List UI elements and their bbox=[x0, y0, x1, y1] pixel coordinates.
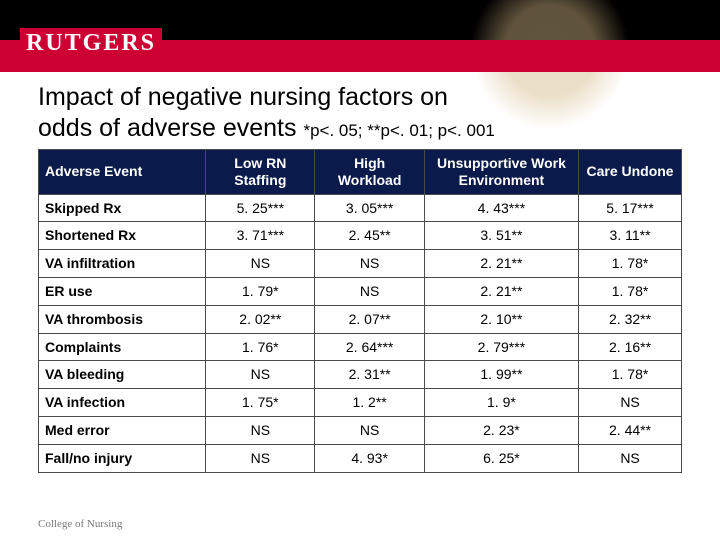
table-row: Complaints1. 76*2. 64***2. 79***2. 16** bbox=[39, 333, 682, 361]
table-cell: 2. 64*** bbox=[315, 333, 424, 361]
table-cell: NS bbox=[315, 416, 424, 444]
rutgers-logo: RUTGERS bbox=[20, 28, 162, 57]
col-header: Low RN Staffing bbox=[206, 150, 315, 195]
table-row: VA bleedingNS2. 31**1. 99**1. 78* bbox=[39, 361, 682, 389]
table-cell: 1. 79* bbox=[206, 277, 315, 305]
table-body: Skipped Rx5. 25***3. 05***4. 43***5. 17*… bbox=[39, 194, 682, 472]
table-cell: NS bbox=[206, 250, 315, 278]
table-cell: 2. 21** bbox=[424, 277, 578, 305]
slide-content: Impact of negative nursing factors on od… bbox=[0, 76, 720, 473]
table-cell: 2. 44** bbox=[579, 416, 682, 444]
col-header: Unsupportive Work Environment bbox=[424, 150, 578, 195]
table-row: VA infection1. 75*1. 2**1. 9*NS bbox=[39, 389, 682, 417]
col-header: Adverse Event bbox=[39, 150, 206, 195]
table-cell: 4. 93* bbox=[315, 444, 424, 472]
footer-text: College of Nursing bbox=[38, 518, 122, 530]
table-cell: Skipped Rx bbox=[39, 194, 206, 222]
table-cell: 3. 71*** bbox=[206, 222, 315, 250]
table-cell: NS bbox=[315, 277, 424, 305]
table-cell: VA thrombosis bbox=[39, 305, 206, 333]
col-header: Care Undone bbox=[579, 150, 682, 195]
table-cell: 1. 9* bbox=[424, 389, 578, 417]
table-cell: VA infiltration bbox=[39, 250, 206, 278]
table-cell: 3. 51** bbox=[424, 222, 578, 250]
table-header-row: Adverse Event Low RN Staffing High Workl… bbox=[39, 150, 682, 195]
table-cell: Fall/no injury bbox=[39, 444, 206, 472]
table-cell: 1. 75* bbox=[206, 389, 315, 417]
table-cell: 2. 79*** bbox=[424, 333, 578, 361]
table-cell: 6. 25* bbox=[424, 444, 578, 472]
title-line-1: Impact of negative nursing factors on bbox=[38, 83, 448, 111]
table-cell: 3. 05*** bbox=[315, 194, 424, 222]
table-cell: 5. 17*** bbox=[579, 194, 682, 222]
table-cell: 1. 76* bbox=[206, 333, 315, 361]
table-cell: 2. 16** bbox=[579, 333, 682, 361]
table-row: Med errorNSNS2. 23*2. 44** bbox=[39, 416, 682, 444]
title-line-2: odds of adverse events bbox=[38, 114, 303, 142]
col-header: High Workload bbox=[315, 150, 424, 195]
table-row: Skipped Rx5. 25***3. 05***4. 43***5. 17*… bbox=[39, 194, 682, 222]
table-row: Fall/no injuryNS4. 93*6. 25*NS bbox=[39, 444, 682, 472]
table-cell: 2. 45** bbox=[315, 222, 424, 250]
table-cell: 2. 07** bbox=[315, 305, 424, 333]
table-row: ER use1. 79*NS2. 21**1. 78* bbox=[39, 277, 682, 305]
table-row: VA thrombosis2. 02**2. 07**2. 10**2. 32*… bbox=[39, 305, 682, 333]
table-cell: NS bbox=[206, 416, 315, 444]
table-cell: 2. 10** bbox=[424, 305, 578, 333]
table-cell: ER use bbox=[39, 277, 206, 305]
table-cell: 2. 23* bbox=[424, 416, 578, 444]
table-cell: 1. 78* bbox=[579, 250, 682, 278]
table-cell: VA bleeding bbox=[39, 361, 206, 389]
table-cell: 4. 43*** bbox=[424, 194, 578, 222]
table-cell: 1. 78* bbox=[579, 277, 682, 305]
table-cell: 2. 31** bbox=[315, 361, 424, 389]
table-cell: 2. 32** bbox=[579, 305, 682, 333]
table-cell: Med error bbox=[39, 416, 206, 444]
table-cell: NS bbox=[579, 444, 682, 472]
table-cell: 3. 11** bbox=[579, 222, 682, 250]
adverse-events-table: Adverse Event Low RN Staffing High Workl… bbox=[38, 149, 682, 473]
table-cell: NS bbox=[579, 389, 682, 417]
table-cell: 5. 25*** bbox=[206, 194, 315, 222]
table-row: Shortened Rx3. 71***2. 45**3. 51**3. 11*… bbox=[39, 222, 682, 250]
table-cell: Shortened Rx bbox=[39, 222, 206, 250]
table-cell: 2. 21** bbox=[424, 250, 578, 278]
table-cell: VA infection bbox=[39, 389, 206, 417]
table-cell: 2. 02** bbox=[206, 305, 315, 333]
table-cell: NS bbox=[315, 250, 424, 278]
significance-note: *p<. 05; **p<. 01; p<. 001 bbox=[303, 121, 494, 140]
table-row: VA infiltrationNSNS2. 21**1. 78* bbox=[39, 250, 682, 278]
table-cell: 1. 78* bbox=[579, 361, 682, 389]
table-cell: NS bbox=[206, 361, 315, 389]
table-cell: 1. 99** bbox=[424, 361, 578, 389]
table-cell: Complaints bbox=[39, 333, 206, 361]
table-cell: NS bbox=[206, 444, 315, 472]
table-cell: 1. 2** bbox=[315, 389, 424, 417]
